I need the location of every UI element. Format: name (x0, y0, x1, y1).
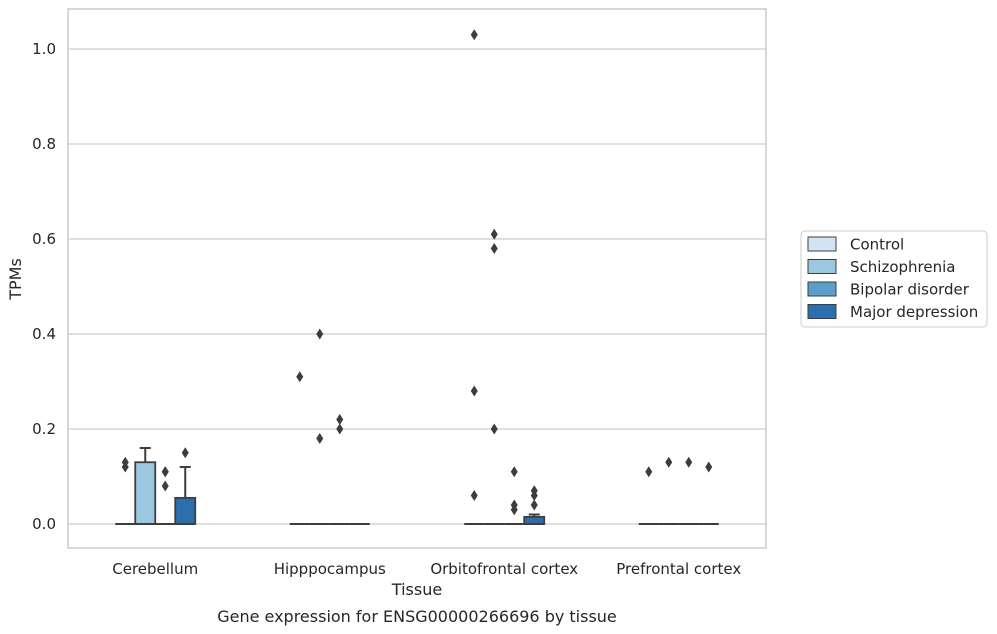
outlier-point (316, 433, 324, 444)
outlier-point (296, 371, 304, 383)
legend-swatch (807, 304, 837, 319)
outlier-point (705, 461, 713, 473)
x-axis-label: Tissue (391, 580, 442, 599)
outlier-point (665, 456, 673, 468)
legend-swatch (807, 281, 837, 297)
x-tick-label: Cerebellum (112, 560, 198, 578)
chart-caption: Gene expression for ENSG00000266696 by t… (217, 607, 617, 626)
outlier-point (530, 499, 538, 511)
box-body (174, 496, 197, 525)
outlier-point (121, 456, 129, 468)
box-control (289, 371, 310, 525)
legend-label: Control (850, 236, 904, 254)
y-tick-label: 0.6 (32, 230, 56, 248)
outlier-point (510, 499, 518, 511)
outlier-point (161, 466, 169, 478)
box-bipolar-disorder (329, 414, 350, 525)
outlier-point (510, 466, 518, 478)
legend-swatch (807, 259, 837, 274)
box-control (115, 456, 136, 525)
x-tick-label: Prefrontal cortex (616, 560, 741, 578)
box-bipolar-disorder (678, 456, 699, 525)
outlier-point (336, 423, 344, 435)
outlier-point (490, 423, 498, 435)
legend-item[interactable]: Control (807, 236, 904, 254)
y-axis-label: TPMs (6, 258, 25, 301)
box-schizophrenia (309, 328, 330, 525)
outlier-point (336, 414, 344, 425)
box-bipolar-disorder (155, 466, 176, 525)
outlier-point (490, 243, 498, 254)
plot-area (115, 29, 719, 525)
y-tick-label: 0.4 (32, 325, 56, 343)
x-axis: Cerebellum Hipppocampus Orbitofrontal cort… (112, 560, 741, 578)
box-control (464, 29, 485, 525)
box-major-depression (174, 447, 197, 525)
y-tick-label: 0.8 (32, 135, 56, 153)
y-tick-label: 0.0 (32, 515, 56, 533)
outlier-point (470, 490, 478, 501)
box-major-depression (698, 461, 719, 525)
outlier-point (161, 480, 169, 492)
x-tick-label: Hipppocampus (274, 560, 386, 578)
plot-frame (67, 8, 767, 549)
y-tick-label: 0.2 (32, 420, 56, 438)
box-body (134, 461, 157, 525)
outlier-point (685, 456, 693, 468)
y-tick-label: 1.0 (32, 40, 56, 58)
legend-swatch (807, 236, 837, 252)
legend-item[interactable]: Major depression (807, 303, 978, 321)
legend-label: Major depression (850, 303, 978, 321)
x-tick-label: Orbitofrontal cortex (430, 560, 578, 578)
y-axis: 0.0 0.2 0.4 0.6 0.8 1.0 (32, 40, 56, 533)
outlier-point (470, 385, 478, 397)
box-bipolar-disorder (504, 466, 525, 525)
legend-label: Schizophrenia (850, 258, 955, 276)
legend-label: Bipolar disorder (850, 281, 970, 299)
box-body (523, 515, 546, 525)
box-control (638, 466, 659, 525)
outlier-point (470, 29, 478, 41)
grid-lines (68, 48, 766, 525)
outlier-point (530, 485, 538, 497)
outlier-point (181, 447, 189, 459)
outlier-point (490, 228, 498, 240)
box-schizophrenia (134, 447, 157, 525)
legend[interactable]: Control Schizophrenia Bipolar disorder Majo… (800, 230, 988, 328)
box-major-depression (523, 485, 546, 525)
legend-item[interactable]: Bipolar disorder (807, 281, 970, 299)
box-schizophrenia (484, 228, 505, 525)
box-schizophrenia (658, 456, 679, 525)
legend-item[interactable]: Schizophrenia (807, 258, 955, 276)
outlier-point (645, 466, 653, 478)
outlier-point (316, 328, 324, 340)
legend-frame (800, 230, 988, 328)
